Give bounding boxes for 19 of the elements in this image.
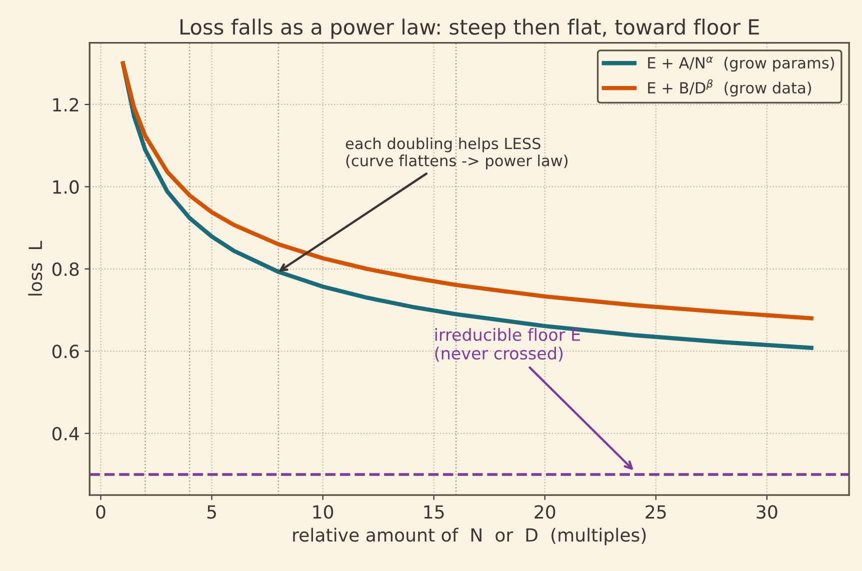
x-tick-label: 20 [534, 505, 556, 519]
x-tick-label: 0 [96, 505, 106, 519]
annotation: each doubling helps LESS (curve flattens -> power law) [346, 137, 568, 170]
x-tick-label: 5 [207, 505, 216, 519]
annotation: irreducible floor E (never crossed) [435, 328, 580, 362]
y-tick-label: 1.2 [53, 98, 78, 112]
x-tick-label: 25 [646, 505, 666, 519]
y-tick-label: 0.8 [52, 262, 79, 276]
y-axis-title: loss L [28, 240, 42, 296]
x-axis-title: relative amount of N or D (multiples) [293, 528, 646, 546]
x-tick-label: 15 [424, 505, 444, 519]
y-tick-label: 0.6 [52, 344, 79, 358]
legend-label: E + A/N$^{α}$ (grow params) [648, 56, 834, 72]
x-tick-label: 10 [313, 505, 334, 519]
y-tick-label: 1.0 [53, 180, 79, 194]
chart-title: Loss falls as a power law: steep then flat, toward floor E [180, 18, 759, 39]
x-tick-label: 30 [756, 505, 778, 519]
legend-label: E + B/D$^{β}$ (grow data) [648, 79, 811, 97]
y-tick-label: 0.4 [52, 426, 79, 441]
